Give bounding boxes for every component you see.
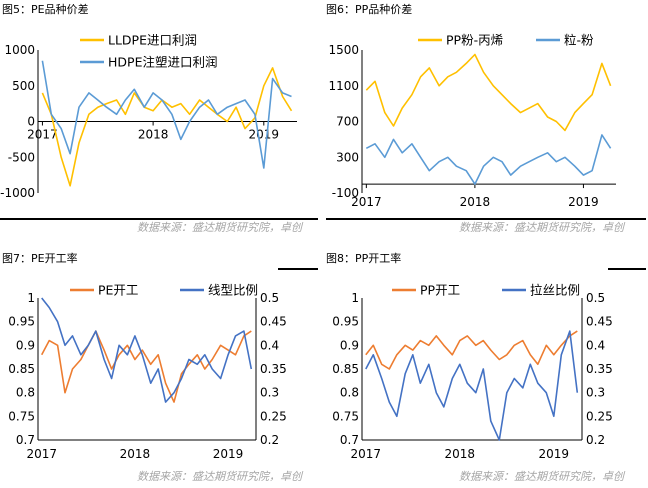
y2-tick-label: 0.3 bbox=[260, 386, 279, 400]
y-tick-label: 0.95 bbox=[8, 315, 35, 329]
x-tick-label: 2018 bbox=[460, 195, 491, 209]
y-tick-label: 1000 bbox=[4, 43, 35, 57]
series-line bbox=[365, 330, 578, 370]
x-tick-label: 2018 bbox=[138, 128, 169, 142]
y2-tick-label: 0.45 bbox=[586, 315, 613, 329]
y2-tick-label: 0.25 bbox=[586, 409, 613, 423]
y-tick-label: 0.75 bbox=[332, 409, 359, 423]
x-tick-label: 2017 bbox=[27, 128, 58, 142]
series-line bbox=[41, 67, 293, 187]
chart-title: 图5：PE品种价差 bbox=[2, 2, 89, 16]
y2-tick-label: 0.4 bbox=[586, 338, 605, 352]
y-tick-label: -100 bbox=[332, 186, 359, 200]
y2-tick-label: 0.35 bbox=[586, 362, 613, 376]
series-line bbox=[365, 330, 579, 441]
series-line bbox=[41, 60, 292, 169]
plot-area: 1 0.95 0.9 0.85 0.8 0.75 0.7 0.5 0.45 0.4 0.35 0.3 0… bbox=[332, 283, 612, 462]
panel-pp-operating-rate: 图8：PP开工率 bbox=[326, 251, 646, 270]
legend-label: 拉丝比例 bbox=[530, 283, 580, 298]
legend-label: 线型比例 bbox=[208, 283, 258, 298]
y2-tick-label: 0.25 bbox=[260, 409, 287, 423]
panel-pe-spread: 图5：PE品种价差 bbox=[0, 2, 318, 220]
legend-label: PP开工 bbox=[420, 283, 460, 298]
y-tick-label: 300 bbox=[336, 150, 359, 164]
panel-pe-operating-rate: 图7：PE开工率 bbox=[2, 251, 318, 270]
chart-title: 图7：PE开工率 bbox=[2, 251, 78, 265]
source-note: 数据来源：盛达期货研究院，卓创 bbox=[459, 221, 626, 234]
legend-label: PP粉-丙烯 bbox=[446, 33, 503, 48]
y2-tick-label: 0.45 bbox=[260, 315, 287, 329]
y-tick-label: 0.85 bbox=[8, 362, 35, 376]
source-note: 数据来源：盛达期货研究院，卓创 bbox=[459, 470, 626, 483]
legend-label: PE开工 bbox=[98, 283, 138, 298]
x-tick-label: 2019 bbox=[213, 447, 244, 461]
y-tick-label: 1 bbox=[27, 291, 35, 305]
y-tick-label: 0.95 bbox=[332, 315, 359, 329]
y2-tick-label: 0.3 bbox=[586, 386, 605, 400]
y-tick-label: 0.75 bbox=[8, 409, 35, 423]
series-line bbox=[365, 134, 612, 185]
y-tick-label: 0.9 bbox=[16, 338, 35, 352]
plot-area: 1 0.95 0.9 0.85 0.8 0.75 0.7 0.5 0.45 0.4 0.35 0.3 0… bbox=[8, 283, 286, 462]
y-tick-label: 500 bbox=[12, 79, 35, 93]
panel-pp-spread: 图6：PP品种价差 bbox=[326, 2, 646, 220]
x-tick-label: 2017 bbox=[351, 195, 382, 209]
y2-tick-label: 0.5 bbox=[586, 291, 605, 305]
x-tick-label: 2017 bbox=[350, 447, 381, 461]
y2-tick-label: 0.4 bbox=[260, 338, 279, 352]
y-tick-label: 700 bbox=[336, 115, 359, 129]
source-note: 数据来源：盛达期货研究院，卓创 bbox=[137, 470, 304, 483]
x-tick-label: 2017 bbox=[26, 447, 57, 461]
y-tick-label: -500 bbox=[8, 150, 35, 164]
y2-tick-label: 0.35 bbox=[260, 362, 287, 376]
plot-area: 1000 500 0 -500 -1000 2017 2018 2019 LLDPE进口利润 HD… bbox=[0, 33, 297, 200]
y-tick-label: 0.9 bbox=[340, 338, 359, 352]
y-tick-label: 0.8 bbox=[16, 386, 35, 400]
y-tick-label: -1000 bbox=[0, 186, 35, 200]
y-tick-label: 0.7 bbox=[340, 433, 359, 447]
x-tick-label: 2018 bbox=[445, 447, 476, 461]
legend-label: HDPE注塑进口利润 bbox=[108, 55, 217, 70]
y2-tick-label: 0.2 bbox=[260, 433, 279, 447]
y2-tick-label: 0.2 bbox=[586, 433, 605, 447]
y-tick-label: 0.7 bbox=[16, 433, 35, 447]
series-line bbox=[365, 53, 612, 132]
x-tick-label: 2019 bbox=[568, 195, 599, 209]
source-note: 数据来源：盛达期货研究院，卓创 bbox=[137, 221, 304, 234]
legend-label: 粒-粉 bbox=[564, 33, 594, 48]
y-tick-label: 0.85 bbox=[332, 362, 359, 376]
legend-label: LLDPE进口利润 bbox=[108, 33, 197, 48]
y-tick-label: 0.8 bbox=[340, 386, 359, 400]
y-tick-label: 0 bbox=[27, 115, 35, 129]
series-line bbox=[40, 330, 252, 403]
y-tick-label: 1100 bbox=[328, 79, 359, 93]
y-tick-label: 1500 bbox=[328, 43, 359, 57]
x-tick-label: 2018 bbox=[120, 447, 151, 461]
x-tick-label: 2019 bbox=[539, 447, 570, 461]
y2-tick-label: 0.5 bbox=[260, 291, 279, 305]
chart-title: 图8：PP开工率 bbox=[326, 251, 401, 265]
chart-title: 图6：PP品种价差 bbox=[326, 2, 412, 16]
x-tick-label: 2019 bbox=[249, 128, 280, 142]
series-line bbox=[41, 297, 253, 403]
y-tick-label: 1 bbox=[351, 291, 359, 305]
